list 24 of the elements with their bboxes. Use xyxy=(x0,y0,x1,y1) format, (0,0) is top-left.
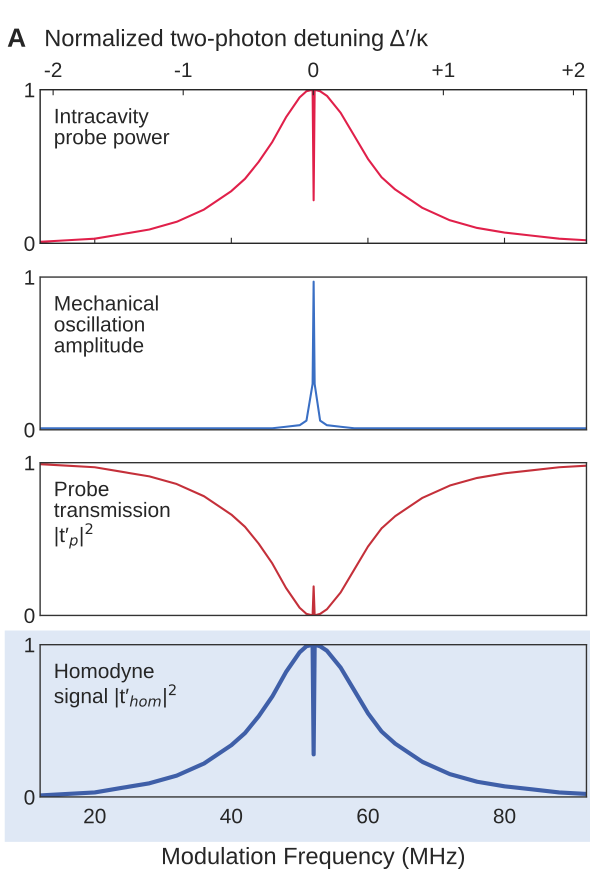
x2-tick-label: -2 xyxy=(44,62,62,78)
annotation: Homodyne signal |t′$_{hom}$|$^{2}$ xyxy=(54,662,176,708)
chart-title: A xyxy=(8,28,26,47)
x2-axis-title: Normalized two-photon detuning Δ′/κ xyxy=(46,28,428,51)
y-tick-label: 1 xyxy=(25,82,34,98)
y-tick-label: 0 xyxy=(24,422,34,438)
y-tick-label: 0 xyxy=(24,608,34,624)
y-tick-label: 0 xyxy=(24,790,34,805)
x-tick-label: 20 xyxy=(84,808,106,824)
y-tick-label: 0 xyxy=(24,236,34,252)
x-tick-label: 40 xyxy=(220,808,242,824)
y-tick-label: 1 xyxy=(25,456,34,470)
y-tick-label: 1 xyxy=(25,270,34,285)
x2-tick-label: -1 xyxy=(174,62,192,78)
x2-tick-label: 0 xyxy=(308,62,318,78)
annotation: Intracavity probe power xyxy=(55,108,170,148)
x-tick-label: 60 xyxy=(357,808,379,824)
y-tick-label: 1 xyxy=(25,638,34,652)
annotation: Probe transmission |t′$_{p}$|$^{2}$ xyxy=(54,480,170,548)
x2-tick-label: +2 xyxy=(562,62,584,78)
x2-tick-label: +1 xyxy=(432,62,454,78)
annotation: Mechanical oscillation amplitude xyxy=(54,295,158,357)
x-axis-title: Modulation Frequency (MHz) xyxy=(163,846,464,869)
x-tick-label: 80 xyxy=(494,808,516,824)
